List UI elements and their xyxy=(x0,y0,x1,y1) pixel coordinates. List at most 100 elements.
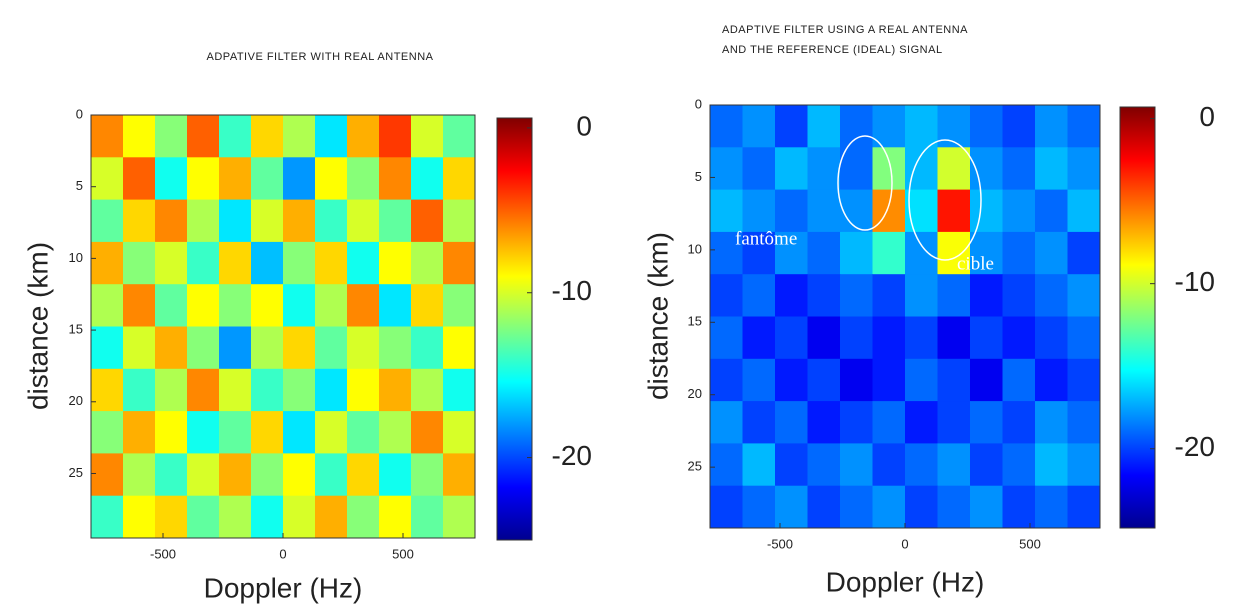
heatmap-cell xyxy=(379,495,412,539)
colorbar-tick-label: -20 xyxy=(552,440,592,471)
y-tick-label: 0 xyxy=(695,96,702,111)
heatmap-cell xyxy=(91,368,124,412)
colorbar-tick-label: -10 xyxy=(1175,266,1215,297)
heatmap-cell xyxy=(251,115,284,158)
heatmap-cell xyxy=(219,157,252,201)
heatmap-cell xyxy=(443,495,476,539)
heatmap-cell xyxy=(251,157,284,201)
heatmap-cell xyxy=(187,157,220,201)
heatmap-cell xyxy=(710,485,743,529)
colorbar-tick-label: 0 xyxy=(1199,101,1215,132)
heatmap-cell xyxy=(91,284,124,327)
heatmap-cell xyxy=(315,495,348,539)
heatmap-cell xyxy=(742,189,776,233)
y-tick-label: 20 xyxy=(69,393,83,408)
heatmap-cell xyxy=(219,241,252,285)
heatmap-cell xyxy=(219,453,252,497)
heatmap-cell xyxy=(710,358,743,402)
heatmap-cell xyxy=(123,453,156,497)
heatmap-cell xyxy=(1067,231,1101,275)
heatmap-cell xyxy=(91,453,124,497)
heatmap-cell xyxy=(840,443,873,487)
heatmap-cell xyxy=(840,401,873,444)
heatmap-cell xyxy=(710,401,743,444)
heatmap-cell xyxy=(742,443,776,487)
y-tick-label: 20 xyxy=(688,386,702,401)
heatmap-cell xyxy=(123,115,156,158)
heatmap-cell xyxy=(219,368,252,412)
heatmap-cell xyxy=(251,368,284,412)
heatmap-cell xyxy=(937,485,971,529)
heatmap-cell xyxy=(283,115,316,158)
heatmap-cell xyxy=(742,358,776,402)
heatmap-cell xyxy=(443,284,476,327)
heatmap-cell xyxy=(937,316,971,360)
x-tick-label: 0 xyxy=(901,536,908,551)
heatmap-cell xyxy=(251,453,284,497)
heatmap-cell xyxy=(1002,316,1036,360)
heatmap-cell xyxy=(905,485,938,529)
heatmap-cell xyxy=(872,274,906,317)
heatmap-cell xyxy=(155,453,188,497)
heatmap-cell xyxy=(219,199,252,243)
heatmap-cell xyxy=(775,401,808,444)
heatmap-cell xyxy=(1002,147,1036,191)
heatmap-cell xyxy=(315,326,348,370)
heatmap-cell xyxy=(155,326,188,370)
heatmap-cell xyxy=(155,411,188,454)
heatmap-cell xyxy=(315,199,348,243)
heatmap-cell xyxy=(970,485,1003,529)
heatmap-cell xyxy=(219,284,252,327)
heatmap-cell xyxy=(219,495,252,539)
heatmap-cell xyxy=(905,231,938,275)
x-axis-label: Doppler (Hz) xyxy=(826,566,985,597)
heatmap-cell xyxy=(123,368,156,412)
heatmap-cell xyxy=(379,368,412,412)
heatmap-cell xyxy=(775,443,808,487)
y-tick-label: 15 xyxy=(69,322,83,337)
y-tick-label: 5 xyxy=(76,178,83,193)
heatmap-cell xyxy=(91,157,124,201)
heatmap-cell xyxy=(123,157,156,201)
heatmap-cell xyxy=(840,274,873,317)
heatmap-cell xyxy=(807,231,841,275)
heatmap-cell xyxy=(742,485,776,529)
y-tick-label: 25 xyxy=(69,465,83,480)
heatmap-cell xyxy=(905,358,938,402)
heatmap-cell xyxy=(91,495,124,539)
heatmap-cell xyxy=(1067,316,1101,360)
heatmap-cell xyxy=(283,326,316,370)
heatmap-cell xyxy=(283,199,316,243)
heatmap-cell xyxy=(970,443,1003,487)
heatmap-cell xyxy=(411,241,444,285)
heatmap-cell xyxy=(283,157,316,201)
heatmap-cell xyxy=(872,443,906,487)
heatmap-cell xyxy=(1035,105,1068,148)
heatmap-cell xyxy=(411,199,444,243)
heatmap-cell xyxy=(775,231,808,275)
heatmap-cell xyxy=(283,368,316,412)
heatmap-cell xyxy=(315,368,348,412)
heatmap-cell xyxy=(905,189,938,233)
heatmap-cell xyxy=(872,231,906,275)
heatmap-cell xyxy=(742,147,776,191)
heatmap-cell xyxy=(1067,274,1101,317)
annotation: cible xyxy=(957,253,994,274)
heatmap-cell xyxy=(443,411,476,454)
heatmap-cell xyxy=(91,115,124,158)
y-tick-label: 5 xyxy=(695,169,702,184)
heatmap-cell xyxy=(742,316,776,360)
heatmap-cell xyxy=(710,274,743,317)
heatmap-cell xyxy=(872,147,906,191)
heatmap-cell xyxy=(872,358,906,402)
heatmap-cell xyxy=(1067,443,1101,487)
heatmap-cell xyxy=(1035,485,1068,529)
x-tick-label: 500 xyxy=(392,546,414,561)
heatmap-cell xyxy=(970,358,1003,402)
colorbar-tick-label: -20 xyxy=(1175,431,1215,462)
heatmap-cell xyxy=(775,189,808,233)
heatmap-cell xyxy=(840,358,873,402)
heatmap-cell xyxy=(219,411,252,454)
heatmap-cell xyxy=(411,284,444,327)
